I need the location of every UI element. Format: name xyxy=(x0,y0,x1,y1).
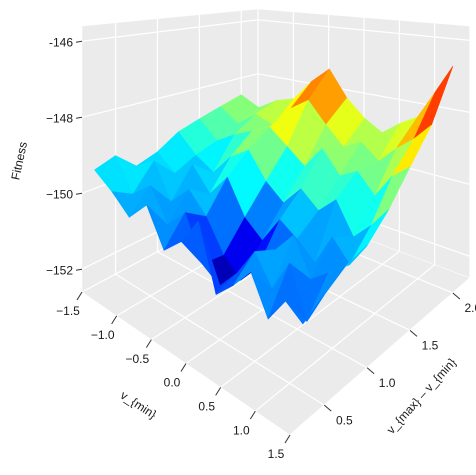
tick-mark xyxy=(75,40,83,43)
tick-mark xyxy=(323,404,332,412)
tick-mark xyxy=(249,410,256,420)
z-axis-title: Fitness xyxy=(8,140,30,181)
grid-line xyxy=(81,19,259,42)
tick-mark xyxy=(75,192,83,195)
tick-mark xyxy=(75,116,83,119)
tick-mark xyxy=(180,363,187,372)
y-axis-title: v_{max} – v_{min} xyxy=(384,355,459,436)
y-tick-label: 1.0 xyxy=(379,376,396,390)
y-tick-label: 1.5 xyxy=(422,339,439,353)
z-tick-label: −150 xyxy=(46,187,73,201)
x-tick-label: 0.5 xyxy=(198,400,215,414)
z-tick-label: −152 xyxy=(46,263,73,277)
x-tick-label: −0.5 xyxy=(125,352,149,366)
grid-line xyxy=(81,73,259,118)
grid-line xyxy=(157,251,368,369)
surface xyxy=(94,65,454,325)
grid-line xyxy=(115,273,325,406)
tick-mark xyxy=(215,387,222,396)
x-tick-label: 1.0 xyxy=(233,423,250,437)
grid-line xyxy=(254,264,436,412)
tick-mark xyxy=(76,291,83,301)
x-tick-label: 1.5 xyxy=(268,447,285,461)
tick-mark xyxy=(75,268,83,271)
x-tick-label: −1.5 xyxy=(56,304,80,318)
grid-line xyxy=(289,277,471,436)
x-tick-label: −1.0 xyxy=(91,328,115,342)
grid-line xyxy=(220,250,400,388)
tick-mark xyxy=(284,434,291,444)
tick-mark xyxy=(409,329,418,337)
y-tick-label: 0.5 xyxy=(336,413,353,427)
surface-facet xyxy=(285,294,325,325)
x-axis-title: v_{min} xyxy=(118,388,159,422)
z-tick-label: −148 xyxy=(46,111,73,125)
y-tick-label: 2.0 xyxy=(465,301,476,315)
z-tick-label: -146 xyxy=(49,35,73,49)
x-tick-label: 0.0 xyxy=(164,376,181,390)
tick-mark xyxy=(452,292,461,300)
tick-mark xyxy=(145,339,152,348)
tick-mark xyxy=(111,315,118,325)
tick-mark xyxy=(366,367,375,375)
